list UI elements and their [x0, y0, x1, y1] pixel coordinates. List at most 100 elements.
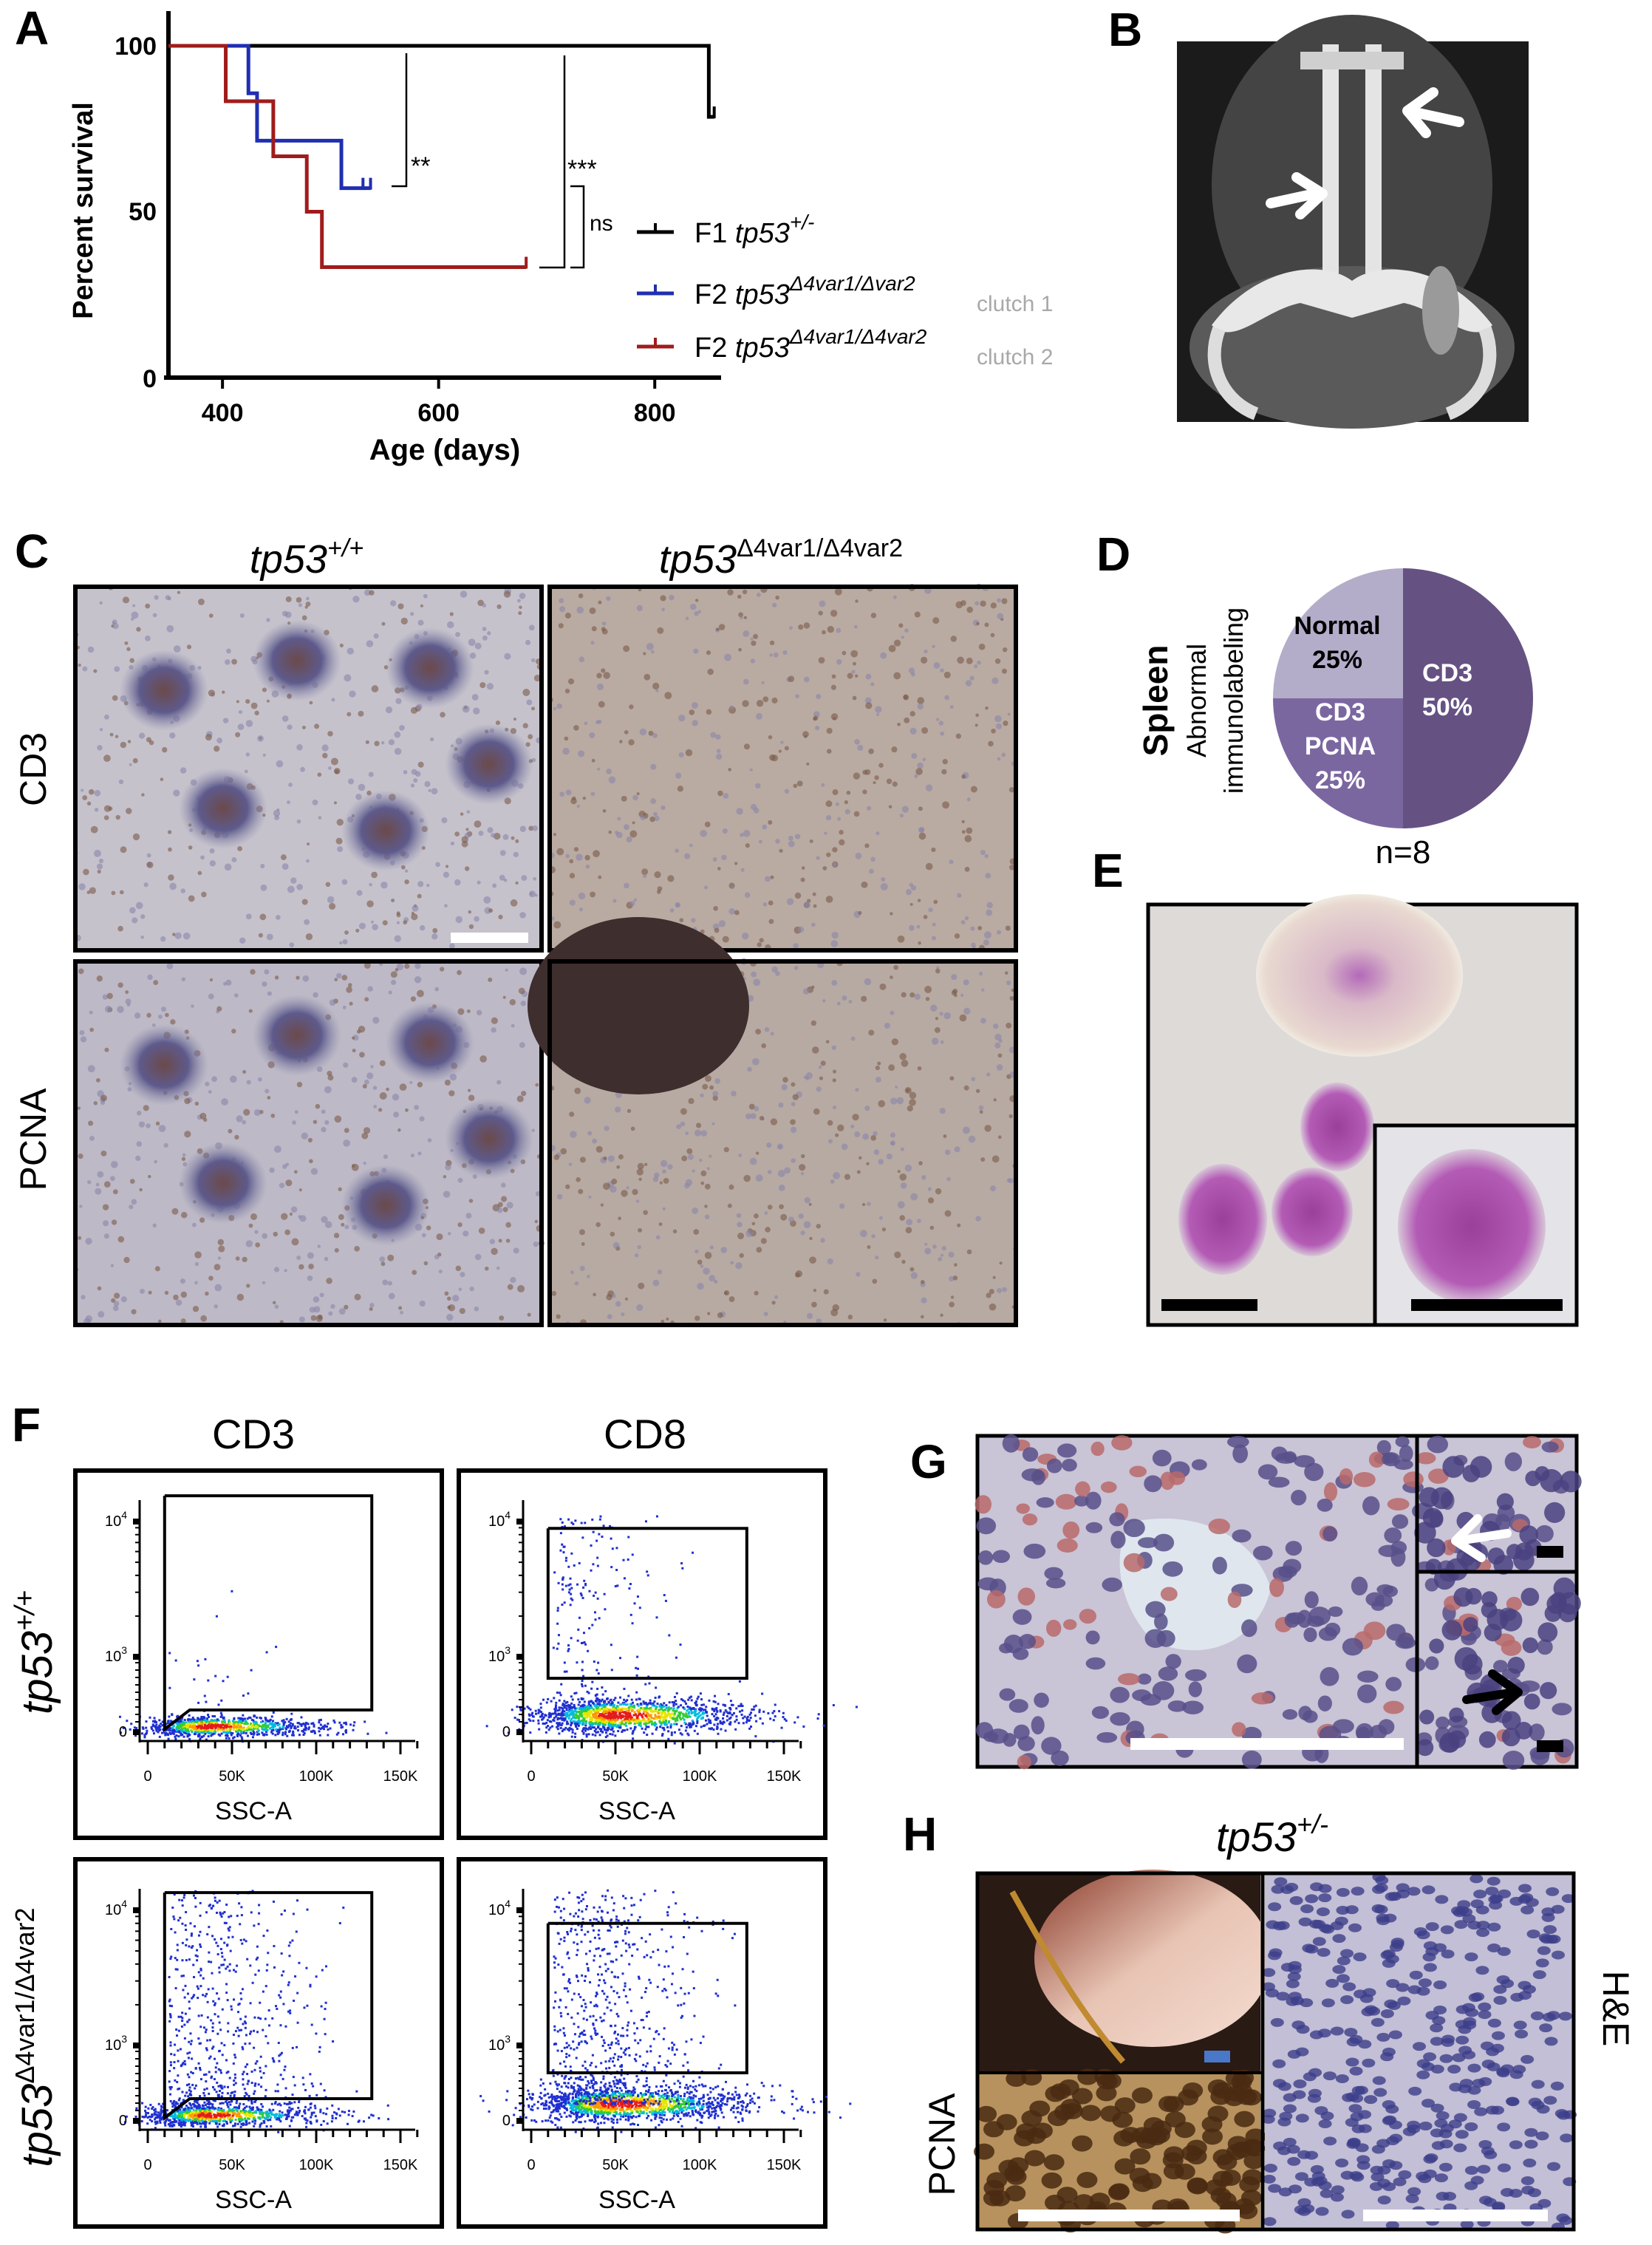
tissue-speck: [455, 916, 463, 924]
tissue-speck: [944, 1210, 952, 1217]
event-dot: [529, 1708, 532, 1711]
tissue-speck: [924, 985, 932, 993]
tissue-speck: [803, 988, 810, 995]
tissue-speck: [519, 593, 526, 599]
event-dot: [642, 1712, 645, 1715]
panel-label-f: F: [12, 1398, 41, 1451]
tissue-speck: [571, 796, 576, 801]
event-dot: [303, 1732, 306, 1735]
tissue-speck: [864, 978, 872, 986]
event-dot: [561, 1711, 564, 1714]
tissue-speck: [897, 1201, 905, 1209]
tissue-speck: [135, 1155, 141, 1162]
tissue-speck: [344, 930, 349, 935]
tissue-speck: [615, 1301, 621, 1307]
tissue-speck: [835, 1133, 839, 1137]
tissue-speck: [961, 830, 966, 834]
event-dot: [620, 1714, 623, 1717]
tissue-speck: [988, 740, 994, 747]
event-dot: [624, 1712, 627, 1715]
legend-prefix: F2: [694, 333, 735, 364]
tissue-speck: [822, 630, 826, 635]
event-dot: [276, 1733, 279, 1736]
tissue-speck: [457, 1222, 463, 1227]
event-dot: [207, 1714, 210, 1717]
tissue-speck: [598, 875, 602, 879]
tissue-speck: [880, 882, 888, 890]
tissue-speck: [519, 912, 526, 919]
tissue-speck: [635, 1199, 640, 1203]
tissue-speck: [371, 871, 378, 879]
event-dot: [611, 1719, 614, 1722]
tissue-speck: [870, 613, 877, 619]
tissue-speck: [313, 1306, 321, 1313]
event-dot: [793, 1721, 796, 1724]
event-dot: [640, 1720, 643, 1723]
tissue-speck: [567, 678, 575, 685]
tissue-speck: [498, 914, 503, 920]
tissue-speck: [85, 1315, 92, 1323]
event-dot: [654, 1697, 657, 1700]
event-dot: [705, 1706, 708, 1709]
tissue-speck: [171, 1207, 179, 1215]
tissue-speck: [813, 1108, 820, 1115]
event-dot: [559, 1549, 562, 1552]
tissue-speck: [790, 1119, 796, 1125]
event-dot: [655, 1726, 658, 1729]
tissue-speck: [146, 737, 151, 743]
event-dot: [649, 1715, 652, 1718]
event-dot: [538, 1710, 541, 1713]
tissue-speck: [321, 744, 329, 752]
tissue-speck: [180, 1278, 185, 1284]
tissue-speck: [808, 1202, 812, 1206]
event-dot: [239, 1721, 242, 1724]
event-dot: [265, 1651, 268, 1654]
event-dot: [574, 1709, 577, 1712]
event-dot: [672, 1703, 675, 1706]
tissue-speck: [816, 1318, 822, 1324]
event-dot: [213, 2113, 216, 2116]
tissue-speck: [387, 1254, 395, 1261]
event-dot: [588, 1714, 591, 1717]
event-dot: [617, 1717, 620, 1720]
event-dot: [562, 1728, 565, 1731]
tissue-speck: [1003, 720, 1008, 726]
event-dot: [672, 1717, 675, 1720]
event-dot: [754, 1714, 757, 1717]
event-dot: [617, 1730, 620, 1733]
tissue-speck: [872, 1278, 878, 1284]
tissue-speck: [343, 1139, 350, 1147]
tissue-speck: [517, 1284, 525, 1292]
event-dot: [193, 1723, 196, 1726]
event-dot: [151, 1720, 154, 1723]
event-dot: [746, 1715, 749, 1718]
event-dot: [247, 1692, 250, 1695]
event-dot: [570, 1717, 573, 1720]
tissue-speck: [141, 793, 145, 797]
tissue-speck: [884, 1022, 890, 1029]
event-dot: [285, 1725, 288, 1728]
event-dot: [611, 1547, 614, 1550]
tissue-speck: [742, 589, 748, 595]
tissue-speck: [112, 695, 118, 701]
event-dot: [240, 1736, 243, 1739]
tissue-speck: [878, 1216, 883, 1220]
tissue-speck: [837, 1124, 844, 1132]
event-dot: [310, 1730, 313, 1733]
event-dot: [715, 1707, 718, 1710]
event-dot: [197, 1730, 200, 1733]
event-dot: [568, 1588, 571, 1591]
event-dot: [242, 1726, 245, 1729]
tissue-speck: [954, 1263, 958, 1267]
y-tick-base: 10: [105, 1649, 121, 1665]
event-dot: [321, 1726, 324, 1728]
event-dot: [576, 1661, 578, 1664]
tissue-speck: [266, 618, 270, 622]
tissue-speck: [281, 863, 289, 871]
tissue-speck: [724, 653, 732, 661]
tissue-speck: [680, 1108, 687, 1115]
tissue-speck: [1002, 647, 1008, 653]
event-dot: [590, 1721, 593, 1724]
event-dot: [607, 1715, 610, 1718]
tissue-speck: [161, 1006, 166, 1012]
